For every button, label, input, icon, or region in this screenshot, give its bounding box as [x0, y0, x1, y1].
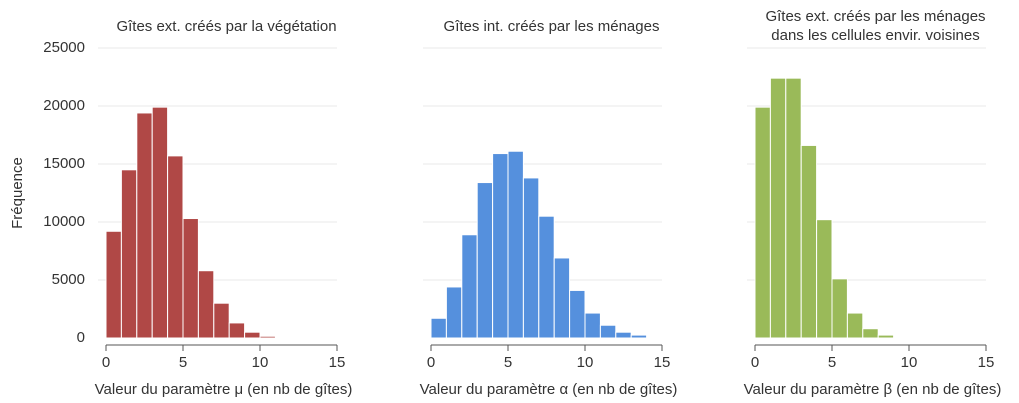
bar	[167, 155, 184, 339]
bar	[846, 312, 864, 339]
bar	[136, 112, 153, 339]
y-tick-label: 15000	[43, 155, 85, 172]
y-tick-label: 20000	[43, 97, 85, 114]
bar	[553, 257, 571, 339]
bar	[769, 77, 787, 339]
x-tick-label: 5	[179, 354, 187, 371]
chart-title: Gîtes ext. créés par les ménages dans le…	[765, 8, 986, 44]
bar	[831, 278, 848, 339]
bar	[599, 324, 617, 339]
y-tick-label: 25000	[43, 39, 85, 56]
bar	[785, 77, 802, 339]
x-tick-label: 10	[252, 354, 269, 371]
bar	[120, 169, 138, 339]
bar	[259, 335, 276, 339]
x-tick-label: 15	[978, 354, 995, 371]
bar	[105, 230, 122, 339]
bar	[492, 153, 509, 339]
bar	[538, 215, 555, 339]
bar	[862, 328, 879, 339]
bar	[445, 286, 463, 339]
bar	[800, 144, 818, 339]
bar	[197, 270, 215, 339]
x-axis-label: Valeur du paramètre β (en nb de gîtes)	[744, 381, 1002, 398]
bar	[182, 218, 199, 339]
y-tick-label: 5000	[52, 271, 85, 288]
bar	[569, 289, 586, 339]
x-tick-label: 10	[901, 354, 918, 371]
bar	[877, 334, 895, 339]
bar	[754, 106, 771, 339]
x-tick-label: 5	[504, 354, 512, 371]
bar	[522, 177, 540, 339]
bar	[151, 106, 169, 339]
chart-title: Gîtes int. créés par les ménages	[443, 18, 660, 35]
bar	[430, 317, 447, 339]
x-tick-label: 0	[427, 354, 435, 371]
x-tick-label: 5	[828, 354, 836, 371]
bar	[615, 331, 632, 339]
bar	[244, 331, 261, 339]
x-axis-label: Valeur du paramètre μ (en nb de gîtes)	[95, 381, 353, 398]
bar	[461, 234, 478, 339]
x-axis-label: Valeur du paramètre α (en nb de gîtes)	[420, 381, 678, 398]
bar	[584, 312, 601, 339]
bar	[476, 182, 494, 339]
bar	[816, 219, 833, 339]
y-axis-label: Fréquence	[9, 157, 26, 229]
chart-title: Gîtes ext. créés par la végétation	[116, 18, 337, 35]
y-tick-label: 0	[77, 329, 85, 346]
x-tick-label: 15	[654, 354, 671, 371]
x-tick-label: 0	[751, 354, 759, 371]
bar	[630, 334, 648, 339]
bar	[228, 322, 246, 339]
bar	[507, 150, 524, 339]
x-tick-label: 0	[102, 354, 110, 371]
x-tick-label: 15	[329, 354, 346, 371]
y-tick-label: 10000	[43, 213, 85, 230]
bar	[213, 302, 230, 339]
x-tick-label: 10	[577, 354, 594, 371]
